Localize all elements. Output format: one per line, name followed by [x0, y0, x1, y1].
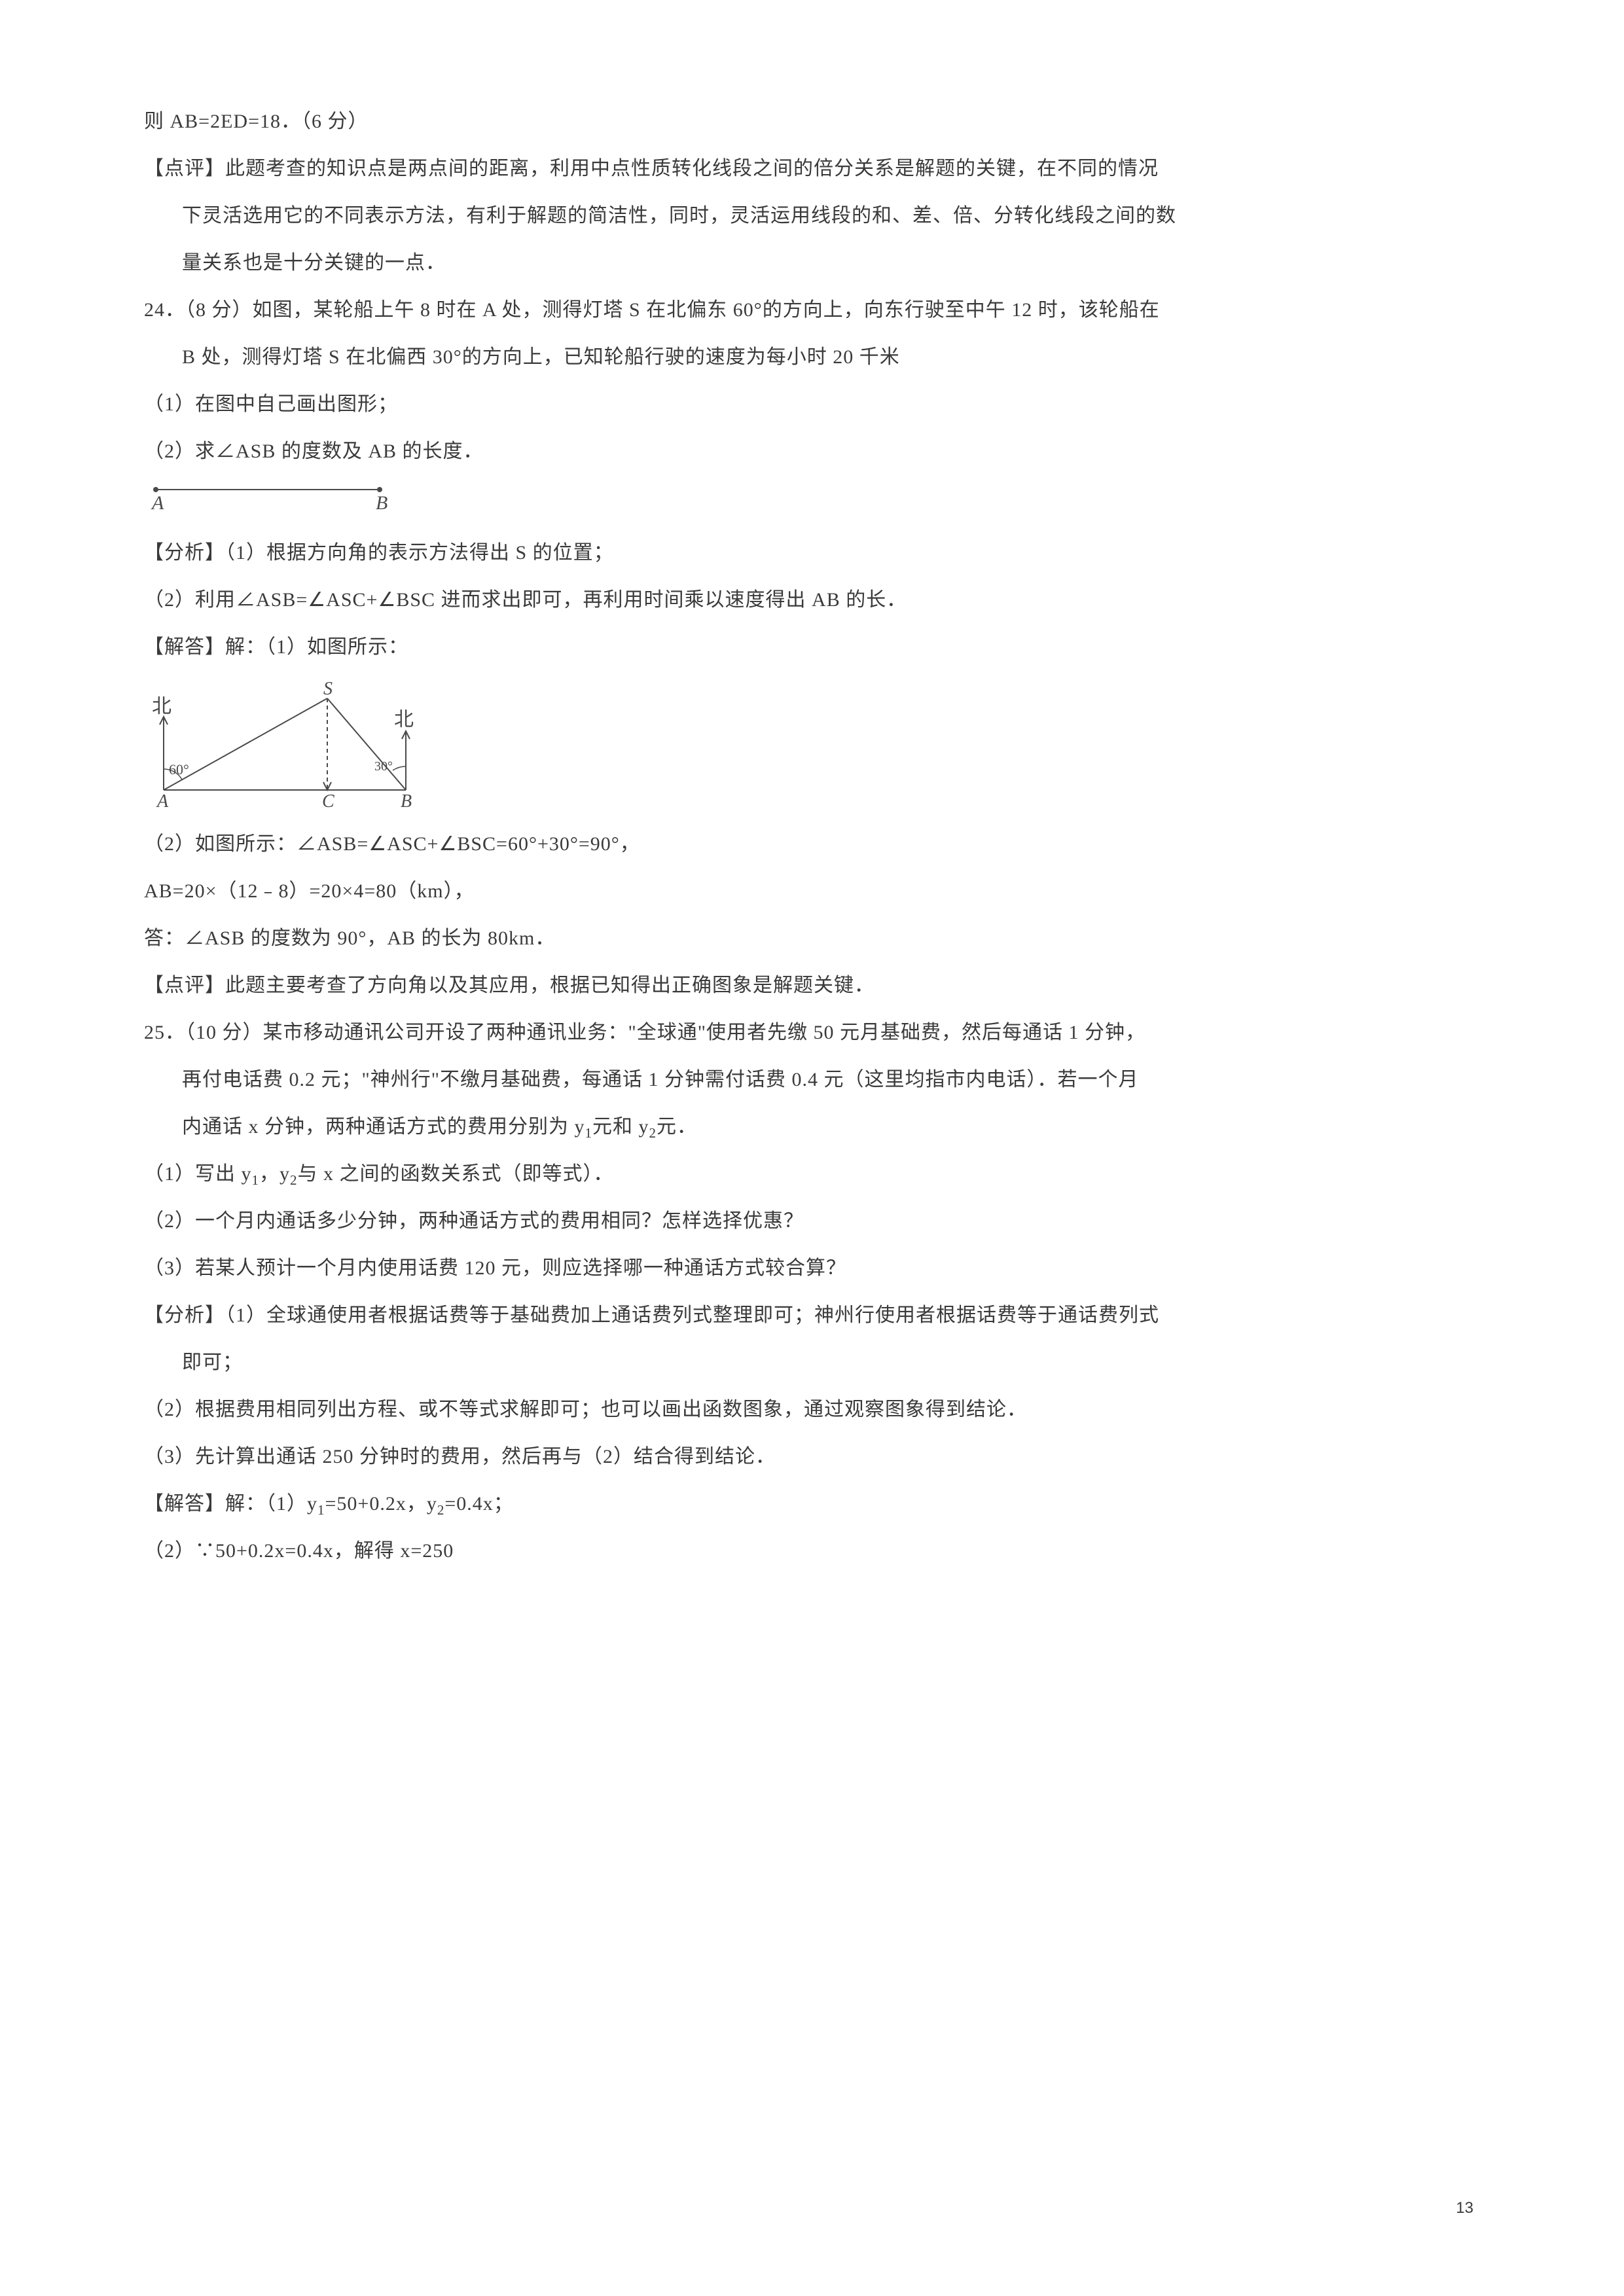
- q24-line-d: （2）求∠ASB 的度数及 AB 的长度．: [144, 428, 1480, 475]
- svg-text:60°: 60°: [169, 761, 189, 778]
- q25-line-f: （3）若某人预计一个月内使用话费 120 元，则应选择哪一种通话方式较合算？: [144, 1245, 1480, 1292]
- solve25-a-pre: 【解答】解：（1）y: [144, 1493, 317, 1515]
- sub-2: 2: [649, 1125, 657, 1141]
- svg-text:S: S: [323, 679, 333, 699]
- q25-d-mid: ，y: [259, 1163, 290, 1185]
- figure-triangle-asb: 北北ABCS60°30°: [144, 679, 1480, 813]
- svg-text:B: B: [401, 791, 412, 810]
- q24-line-b: B 处，测得灯塔 S 在北偏西 30°的方向上，已知轮船行驶的速度为每小时 20…: [144, 334, 1480, 381]
- q25-line-b: 再付电话费 0.2 元；"神州行"不缴月基础费，每通话 1 分钟需付话费 0.4…: [144, 1056, 1480, 1103]
- analysis24-a: 【分析】（1）根据方向角的表示方法得出 S 的位置；: [144, 529, 1480, 577]
- analysis25-a: 【分析】（1）全球通使用者根据话费等于基础费加上通话费列式整理即可；神州行使用者…: [144, 1292, 1480, 1339]
- solve25-a: 【解答】解：（1）y1=50+0.2x，y2=0.4x；: [144, 1480, 1480, 1528]
- sub-1c: 1: [317, 1502, 325, 1518]
- q25-c-mid: 元和 y: [592, 1116, 649, 1138]
- q25-c-pre: 内通话 x 分钟，两种通话方式的费用分别为 y: [182, 1116, 585, 1138]
- sub-2c: 2: [437, 1502, 445, 1518]
- page-number: 13: [1456, 2199, 1473, 2217]
- solve25-a-suf: =0.4x；: [444, 1493, 513, 1515]
- q25-line-a: 25．（10 分）某市移动通讯公司开设了两种通讯业务："全球通"使用者先缴 50…: [144, 1009, 1480, 1056]
- line-ab-equals: 则 AB=2ED=18．（6 分）: [144, 98, 1480, 145]
- svg-text:30°: 30°: [374, 759, 393, 774]
- svg-text:B: B: [376, 492, 388, 514]
- q25-d-suf: 与 x 之间的函数关系式（即等式）．: [298, 1163, 614, 1185]
- analysis25-d: （3）先计算出通话 250 分钟时的费用，然后再与（2）结合得到结论．: [144, 1433, 1480, 1480]
- q25-c-suf: 元．: [657, 1116, 697, 1138]
- svg-text:C: C: [322, 791, 334, 810]
- q24-line-a: 24．（8 分）如图，某轮船上午 8 时在 A 处，测得灯塔 S 在北偏东 60…: [144, 287, 1480, 334]
- figure-segment-ab: AB: [144, 482, 1480, 518]
- svg-text:A: A: [151, 492, 164, 514]
- analysis25-c: （2）根据费用相同列出方程、或不等式求解即可；也可以画出函数图象，通过观察图象得…: [144, 1386, 1480, 1433]
- q25-line-c: 内通话 x 分钟，两种通话方式的费用分别为 y1元和 y2元．: [144, 1103, 1480, 1151]
- q24-line-c: （1）在图中自己画出图形；: [144, 381, 1480, 428]
- solve25-a-mid: =50+0.2x，y: [325, 1493, 437, 1515]
- svg-text:A: A: [156, 791, 169, 810]
- solve24-c: AB=20×（12﹣8）=20×4=80（km），: [144, 868, 1480, 915]
- q25-d-pre: （1）写出 y: [144, 1163, 252, 1185]
- sub-1b: 1: [252, 1172, 260, 1188]
- analysis24-b: （2）利用∠ASB=∠ASC+∠BSC 进而求出即可，再利用时间乘以速度得出 A…: [144, 577, 1480, 624]
- solve24-b: （2）如图所示：∠ASB=∠ASC+∠BSC=60°+30°=90°，: [144, 821, 1480, 868]
- svg-text:北: 北: [152, 696, 171, 717]
- solve25-b: （2）∵50+0.2x=0.4x，解得 x=250: [144, 1528, 1480, 1575]
- review24: 【点评】此题主要考查了方向角以及其应用，根据已知得出正确图象是解题关键．: [144, 962, 1480, 1009]
- solve24-a: 【解答】解：（1）如图所示：: [144, 624, 1480, 671]
- q25-line-e: （2）一个月内通话多少分钟，两种通话方式的费用相同？怎样选择优惠？: [144, 1198, 1480, 1245]
- review-1-line-b: 下灵活选用它的不同表示方法，有利于解题的简洁性，同时，灵活运用线段的和、差、倍、…: [144, 192, 1480, 240]
- solve24-d: 答：∠ASB 的度数为 90°，AB 的长为 80km．: [144, 915, 1480, 962]
- svg-text:北: 北: [394, 709, 414, 730]
- review-1-line-a: 【点评】此题考查的知识点是两点间的距离，利用中点性质转化线段之间的倍分关系是解题…: [144, 145, 1480, 192]
- analysis25-b: 即可；: [144, 1339, 1480, 1386]
- review-1-line-c: 量关系也是十分关键的一点．: [144, 240, 1480, 287]
- sub-2b: 2: [290, 1172, 298, 1188]
- q25-line-d: （1）写出 y1，y2与 x 之间的函数关系式（即等式）．: [144, 1151, 1480, 1198]
- sub-1: 1: [585, 1125, 593, 1141]
